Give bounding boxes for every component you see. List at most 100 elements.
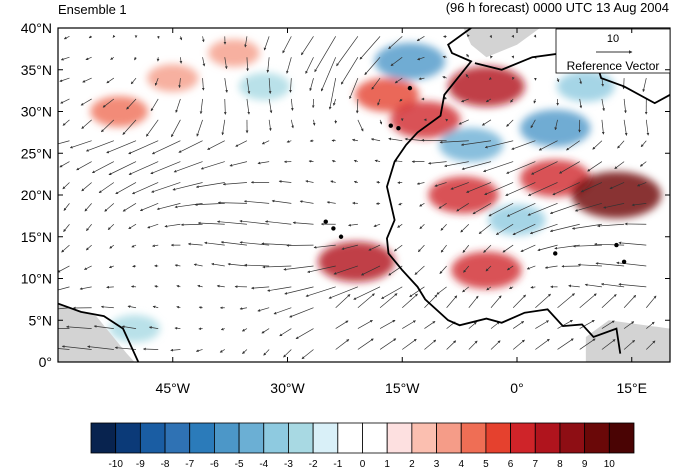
wind-arrow (402, 320, 416, 329)
lat-tick-label: 5°N (29, 312, 53, 328)
wind-arrow (419, 203, 425, 207)
wind-arrow (434, 182, 447, 187)
wind-vectors (58, 34, 657, 360)
colorbar-swatch (337, 422, 363, 454)
wind-arrow (379, 319, 396, 329)
wind-arrow (440, 223, 447, 231)
wind-arrow (341, 244, 358, 250)
wind-arrow (286, 140, 292, 143)
colorbar-swatch (411, 422, 437, 454)
wind-arrow (60, 98, 70, 104)
wind-arrow (530, 119, 536, 129)
wind-arrow (171, 119, 181, 138)
wind-arrow (370, 138, 381, 142)
wind-arrow (460, 223, 470, 233)
wind-arrow (463, 265, 470, 273)
wind-arrow (101, 119, 115, 133)
colorbar-swatch (485, 422, 511, 454)
wind-arrow (176, 285, 181, 288)
wind-arrow (81, 182, 92, 192)
colorbar-swatch (139, 422, 166, 454)
anomaly-blob (374, 42, 446, 80)
wind-arrow (102, 98, 115, 108)
wind-arrow (579, 78, 582, 85)
wind-arrow (235, 140, 248, 147)
colorbar-label: -8 (161, 459, 170, 470)
wind-arrow (566, 140, 580, 151)
wind-arrow (279, 328, 292, 337)
wind-arrow (409, 286, 425, 298)
wind-arrow (468, 295, 479, 308)
wind-arrow (552, 182, 580, 196)
wind-arrow (79, 286, 92, 291)
wind-arrow (572, 244, 602, 248)
wind-arrow (150, 98, 159, 112)
wind-arrow (308, 159, 314, 163)
wind-arrow (221, 119, 226, 136)
wind-arrow (174, 203, 203, 209)
wind-arrow (511, 140, 536, 150)
wind-arrow (151, 140, 181, 155)
wind-arrow (549, 223, 580, 233)
colorbar-swatch (214, 422, 240, 454)
wind-arrow (436, 286, 447, 295)
wind-arrow (537, 244, 558, 252)
wind-arrow (579, 338, 596, 350)
wind-arrow (283, 349, 292, 358)
wind-arrow (331, 159, 336, 163)
wind-arrow (462, 286, 470, 293)
lat-tick-label: 10°N (21, 271, 52, 287)
wind-arrow (580, 182, 603, 193)
wind-arrow (106, 140, 137, 154)
wind-arrow (402, 338, 417, 350)
wind-arrow (314, 36, 336, 73)
wind-arrow (312, 119, 316, 126)
colorbar-label: 5 (483, 459, 489, 470)
wind-arrow (520, 244, 536, 252)
wind-arrow (631, 203, 647, 207)
wind-arrow (609, 182, 625, 190)
colorbar-swatch (362, 422, 388, 454)
wind-arrow (187, 242, 203, 246)
wind-arrow (488, 76, 492, 80)
wind-arrow (530, 285, 536, 289)
wind-arrow (526, 265, 536, 270)
wind-arrow (216, 284, 225, 288)
wind-arrow (544, 265, 558, 269)
island-outline (621, 259, 627, 264)
wind-arrow (261, 140, 270, 145)
wind-arrow (196, 119, 203, 137)
wind-arrow (390, 56, 403, 67)
wind-arrow (488, 203, 514, 217)
reference-vector-magnitude: 10 (607, 33, 619, 45)
lat-tick-label: 40°N (21, 20, 52, 36)
wind-arrow (614, 161, 625, 169)
wind-arrow (176, 305, 181, 309)
plot-title-left: Ensemble 1 (58, 2, 127, 17)
wind-arrow (556, 78, 560, 83)
colorbar-swatch (90, 422, 117, 454)
wind-arrow (76, 161, 92, 171)
wind-arrow (618, 241, 647, 246)
wind-arrow (646, 340, 656, 350)
wind-arrow (478, 223, 492, 234)
wind-arrow (371, 77, 381, 90)
wind-arrow (512, 294, 526, 308)
wind-arrow (87, 345, 114, 350)
island-outline (396, 126, 401, 131)
wind-arrow (640, 140, 647, 148)
wind-arrow (193, 263, 203, 267)
wind-arrow (156, 203, 181, 211)
wind-arrow (216, 220, 247, 225)
wind-arrow (128, 223, 137, 230)
wind-arrow (506, 161, 536, 174)
island-outline (614, 242, 619, 248)
wind-arrow (506, 119, 514, 127)
wind-arrow (568, 284, 580, 288)
wind-arrow (642, 78, 647, 93)
wind-arrow (195, 182, 225, 189)
wind-arrow (484, 182, 514, 196)
wind-arrow (617, 140, 625, 149)
wind-arrow (305, 179, 314, 183)
wind-arrow (557, 319, 573, 329)
